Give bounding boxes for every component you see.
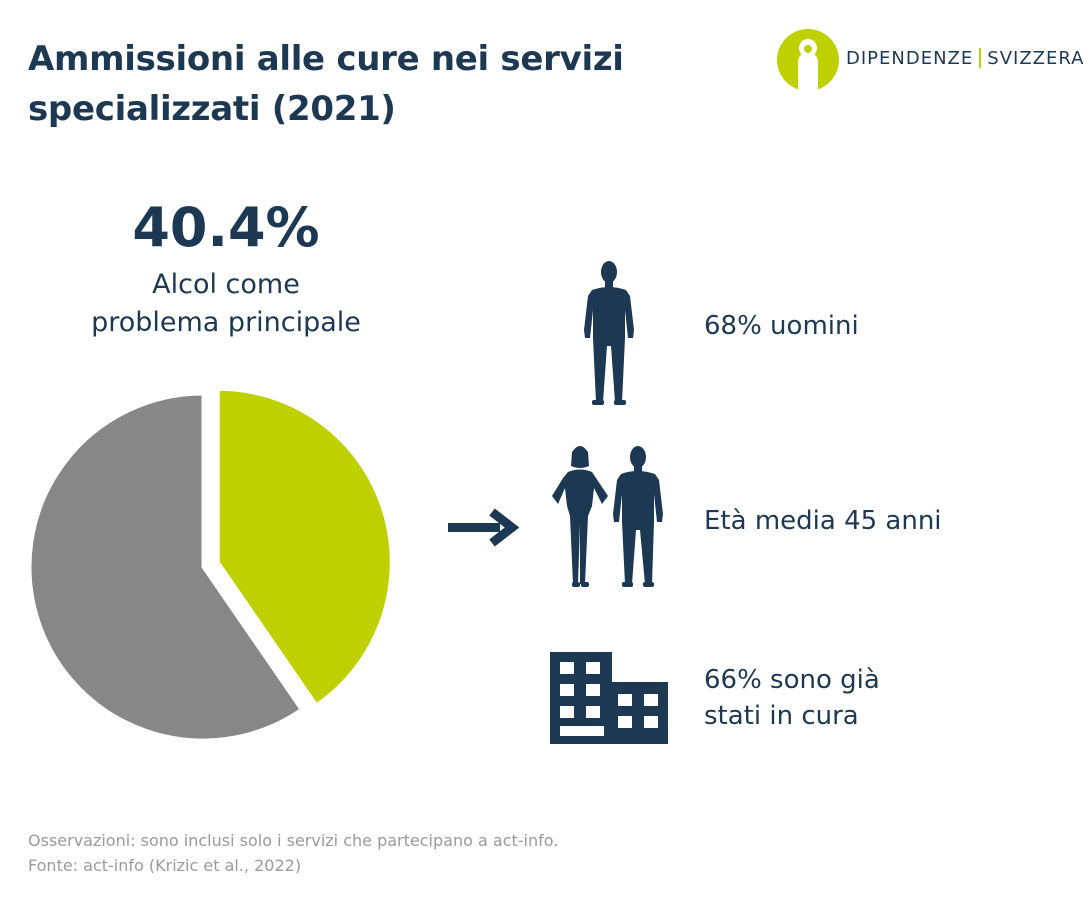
stat-men: 68% uomini <box>704 308 859 344</box>
building-icon <box>550 652 668 744</box>
stat-previous-treatment-line2: stati in cura <box>704 701 859 731</box>
stat-men-text: 68% uomini <box>704 311 859 341</box>
footnote-source: Fonte: act-info (Krizic et al., 2022) <box>28 856 302 875</box>
highlight-label: Alcol come problema principale <box>0 266 452 342</box>
footnote-observations: Osservazioni: sono inclusi solo i serviz… <box>28 831 559 850</box>
stat-average-age-text: Età media 45 anni <box>704 506 942 536</box>
logo-separator <box>979 48 982 68</box>
brand-logo: DIPENDENZE SVIZZERA <box>776 28 1083 92</box>
stat-previous-treatment: 66% sono già stati in cura <box>704 662 880 734</box>
stat-average-age: Età media 45 anni <box>704 503 942 539</box>
footnotes: Osservazioni: sono inclusi solo i serviz… <box>28 828 558 878</box>
person-in-circle-icon <box>777 29 839 91</box>
couple-silhouette-icon <box>552 446 663 587</box>
page-title: Ammissioni alle cure nei servizi special… <box>28 39 624 129</box>
arrow-right-icon <box>448 508 520 547</box>
pie-slice-1 <box>28 392 303 742</box>
pie-chart <box>28 387 393 742</box>
logo-left-text: DIPENDENZE <box>846 48 974 69</box>
highlight-value: 40.4% <box>132 196 320 259</box>
logo-right-text: SVIZZERA <box>987 48 1085 69</box>
highlight-label-line1: Alcol come <box>152 269 300 300</box>
man-silhouette-icon <box>584 261 634 405</box>
highlight-label-line2: problema principale <box>91 307 361 338</box>
stat-previous-treatment-line1: 66% sono già <box>704 665 880 695</box>
logo-wordmark: DIPENDENZE SVIZZERA <box>846 48 1084 69</box>
pie-slice-0 <box>216 387 393 707</box>
